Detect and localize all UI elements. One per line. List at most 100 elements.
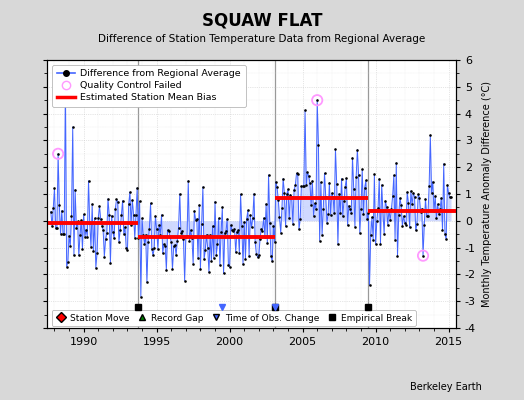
Point <box>149 252 157 258</box>
Point <box>369 237 377 243</box>
Point <box>93 250 101 256</box>
Point <box>348 155 357 161</box>
Point <box>63 259 72 266</box>
Point <box>127 221 135 228</box>
Point <box>71 186 79 193</box>
Point <box>199 184 207 190</box>
Point <box>399 213 408 219</box>
Point <box>384 222 392 228</box>
Point <box>410 194 419 200</box>
Point <box>201 246 210 253</box>
Point <box>293 171 302 177</box>
Point <box>261 233 269 240</box>
Point <box>269 223 278 229</box>
Point <box>362 177 370 184</box>
Point <box>84 178 93 184</box>
Point <box>138 215 146 221</box>
Legend: Station Move, Record Gap, Time of Obs. Change, Empirical Break: Station Move, Record Gap, Time of Obs. C… <box>52 310 416 326</box>
Point <box>346 206 354 212</box>
Point <box>189 260 198 267</box>
Point <box>139 232 147 238</box>
Point <box>365 282 374 288</box>
Point <box>421 196 430 202</box>
Point <box>73 218 82 225</box>
Point <box>187 227 195 233</box>
Point <box>300 183 308 190</box>
Point <box>211 198 219 205</box>
Point <box>402 222 410 228</box>
Point <box>322 193 330 200</box>
Point <box>121 224 129 230</box>
Point <box>82 226 90 233</box>
Point <box>92 264 100 271</box>
Point <box>395 212 403 218</box>
Point <box>155 222 163 228</box>
Point <box>89 248 97 254</box>
Point <box>414 191 422 198</box>
Point <box>182 234 190 241</box>
Point <box>326 212 335 218</box>
Point <box>347 210 355 216</box>
Point <box>185 238 194 244</box>
Point <box>352 174 361 180</box>
Point <box>99 227 107 233</box>
Point <box>49 205 58 211</box>
Point <box>248 215 257 221</box>
Point <box>195 202 203 208</box>
Point <box>438 227 446 233</box>
Point <box>379 208 387 214</box>
Y-axis label: Monthly Temperature Anomaly Difference (°C): Monthly Temperature Anomaly Difference (… <box>482 81 492 307</box>
Point <box>337 176 346 182</box>
Point <box>441 231 449 238</box>
Point <box>48 223 56 229</box>
Point <box>318 232 326 238</box>
Point <box>268 258 276 264</box>
Point <box>247 224 256 231</box>
Point <box>110 235 118 242</box>
Point <box>274 196 282 203</box>
Point <box>442 236 450 242</box>
Point <box>165 228 173 234</box>
Point <box>270 239 279 245</box>
Point <box>125 201 133 208</box>
Point <box>351 224 359 230</box>
Point <box>277 229 285 236</box>
Point <box>162 267 171 274</box>
Point <box>429 178 437 185</box>
Point <box>372 241 380 247</box>
Point <box>397 202 406 208</box>
Point <box>375 175 384 182</box>
Point <box>106 260 115 266</box>
Point <box>296 216 304 222</box>
Point <box>419 252 427 259</box>
Point <box>367 232 375 238</box>
Text: Difference of Station Temperature Data from Regional Average: Difference of Station Temperature Data f… <box>99 34 425 44</box>
Point <box>76 232 84 238</box>
Point <box>229 228 237 234</box>
Point <box>390 172 398 178</box>
Point <box>59 230 67 237</box>
Point <box>100 254 108 260</box>
Point <box>430 208 438 214</box>
Point <box>222 228 230 234</box>
Point <box>54 150 62 157</box>
Point <box>198 220 206 227</box>
Point <box>173 237 181 244</box>
Point <box>171 242 179 248</box>
Point <box>376 241 385 247</box>
Point <box>343 222 352 228</box>
Point <box>431 193 440 199</box>
Point <box>435 211 443 218</box>
Point <box>105 212 113 218</box>
Point <box>409 190 418 196</box>
Point <box>234 227 242 234</box>
Point <box>304 173 313 180</box>
Point <box>417 209 425 215</box>
Point <box>233 228 241 235</box>
Point <box>169 243 178 250</box>
Point <box>137 293 145 300</box>
Point <box>140 240 149 247</box>
Point <box>143 279 151 285</box>
Point <box>69 124 77 130</box>
Point <box>401 220 409 226</box>
